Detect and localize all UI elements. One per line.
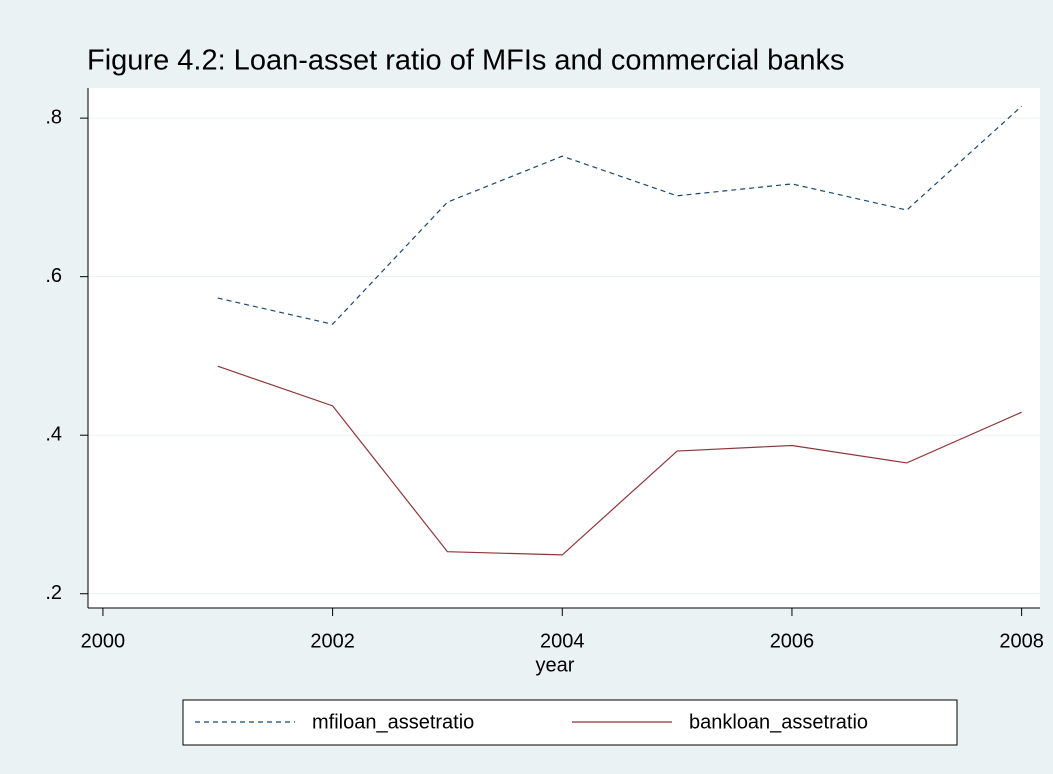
x-tick-label: 2004 xyxy=(540,630,585,652)
chart-title: Figure 4.2: Loan-asset ratio of MFIs and… xyxy=(87,45,845,77)
legend-label: mfiloan_assetratio xyxy=(312,711,474,733)
y-tick-label: .4 xyxy=(45,423,62,445)
line-series xyxy=(217,365,1022,556)
y-tick-label: .6 xyxy=(45,265,62,287)
y-tick-label: .2 xyxy=(45,582,62,604)
legend-label: bankloan_assetratio xyxy=(689,711,868,733)
plot-area xyxy=(88,88,1040,608)
x-tick-label: 2008 xyxy=(999,630,1044,652)
x-tick-label: 2006 xyxy=(770,630,815,652)
legend-box xyxy=(182,699,958,746)
x-axis-label: year xyxy=(536,654,575,676)
y-tick-label: .8 xyxy=(45,106,62,128)
x-tick-label: 2000 xyxy=(81,630,126,652)
line-series xyxy=(217,105,1023,325)
x-tick-label: 2002 xyxy=(310,630,355,652)
